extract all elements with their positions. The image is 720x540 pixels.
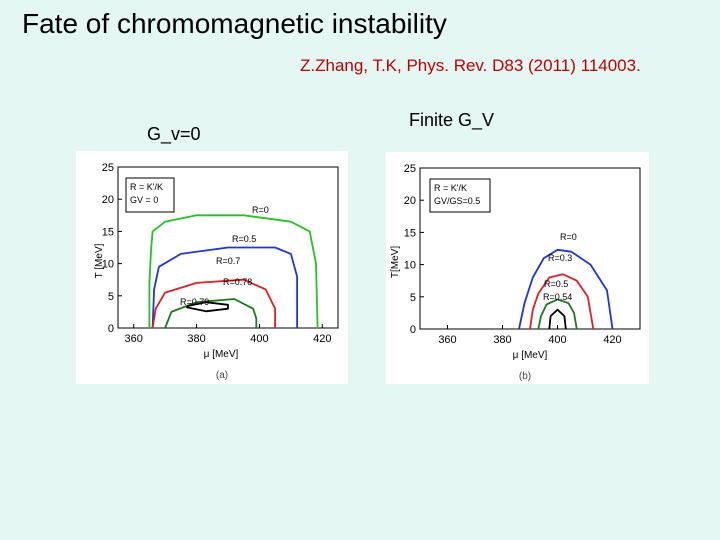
x-tick-label: 400 <box>548 334 566 346</box>
y-tick-label: 20 <box>102 194 114 206</box>
legend-box <box>429 178 491 213</box>
legend-entry: R = K'/K <box>434 183 467 193</box>
y-tick-label: 0 <box>410 324 416 336</box>
series-line-r-0-78 <box>164 298 258 329</box>
curve-annotation: R=0.5 <box>544 279 568 289</box>
phase-diagram-a: 0 5 10 15 20 25 360 380 400 420 μ [MeV] T [MeV] (a) R… <box>94 162 339 381</box>
y-tick-label: 25 <box>404 163 416 175</box>
x-tick-label: 380 <box>493 334 511 346</box>
series-line-r-0-79 <box>186 301 229 313</box>
legend-entry: GV = 0 <box>130 195 158 205</box>
y-tick-label: 15 <box>404 227 416 239</box>
curve-annotation: R=0.79 <box>180 297 209 307</box>
series-line-r-0 <box>518 248 614 330</box>
x-tick-label: 360 <box>438 334 456 346</box>
y-tick-label: 5 <box>410 292 416 304</box>
x-tick-label: 360 <box>125 333 143 345</box>
y-tick-label: 0 <box>108 323 114 335</box>
phase-diagram-panel-a: 0 5 10 15 20 25 360 380 400 420 μ [MeV] T [MeV] (a) R… <box>76 151 348 384</box>
x-tick-label: 420 <box>313 333 331 345</box>
curve-annotation: R=0.78 <box>223 277 252 287</box>
curve-annotation: R=0.5 <box>232 234 256 244</box>
curve-annotation: R=0 <box>252 205 269 215</box>
y-tick-label: 15 <box>102 226 114 238</box>
series-line-r-0-54 <box>548 308 567 330</box>
series-line-r-0 <box>148 214 319 329</box>
y-tick-label: 5 <box>108 291 114 303</box>
panel-label: (b) <box>519 371 531 382</box>
y-tick-label: 25 <box>102 162 114 174</box>
y-tick-label: 20 <box>404 195 416 207</box>
x-axis-label: μ [MeV] <box>204 349 239 360</box>
slide-title: Fate of chromomagnetic instability <box>22 8 447 39</box>
series-line-r-0-3 <box>529 273 595 330</box>
x-tick-label: 400 <box>250 333 268 345</box>
curve-annotation: R=0 <box>560 232 577 242</box>
reference-citation: Z.Zhang, T.K, Phys. Rev. D83 (2011) 1140… <box>300 56 641 75</box>
plot-frame <box>117 166 339 329</box>
series-line-r-0-5 <box>151 246 298 329</box>
legend-box <box>125 177 175 213</box>
phase-diagram-panel-b: 0 5 10 15 20 25 360 380 400 420 μ [MeV] T[MeV] (b) R … <box>386 152 649 384</box>
legend-entry: R = K'/K <box>130 182 163 192</box>
y-tick-label: 10 <box>102 259 114 271</box>
curve-annotation: R=0.3 <box>548 253 572 263</box>
curve-annotation: R=0.7 <box>216 256 240 266</box>
y-axis-label: T[MeV] <box>390 246 401 278</box>
x-tick-label: 380 <box>187 333 205 345</box>
y-tick-label: 10 <box>404 260 416 272</box>
legend-entry: GV/GS=0.5 <box>434 196 480 206</box>
x-tick-label: 420 <box>603 334 621 346</box>
curve-annotation: R=0.54 <box>543 292 572 302</box>
series-line-r-0-7 <box>151 278 276 329</box>
x-axis-label: μ [MeV] <box>513 350 548 361</box>
left-panel-label: G_v=0 <box>147 124 201 144</box>
right-panel-label: Finite G_V <box>409 110 495 130</box>
series-line-r-0-5 <box>537 298 578 330</box>
y-axis-label: T [MeV] <box>94 243 105 278</box>
phase-diagram-b: 0 5 10 15 20 25 360 380 400 420 μ [MeV] T[MeV] (b) R … <box>390 163 641 382</box>
panel-label: (a) <box>216 370 228 381</box>
